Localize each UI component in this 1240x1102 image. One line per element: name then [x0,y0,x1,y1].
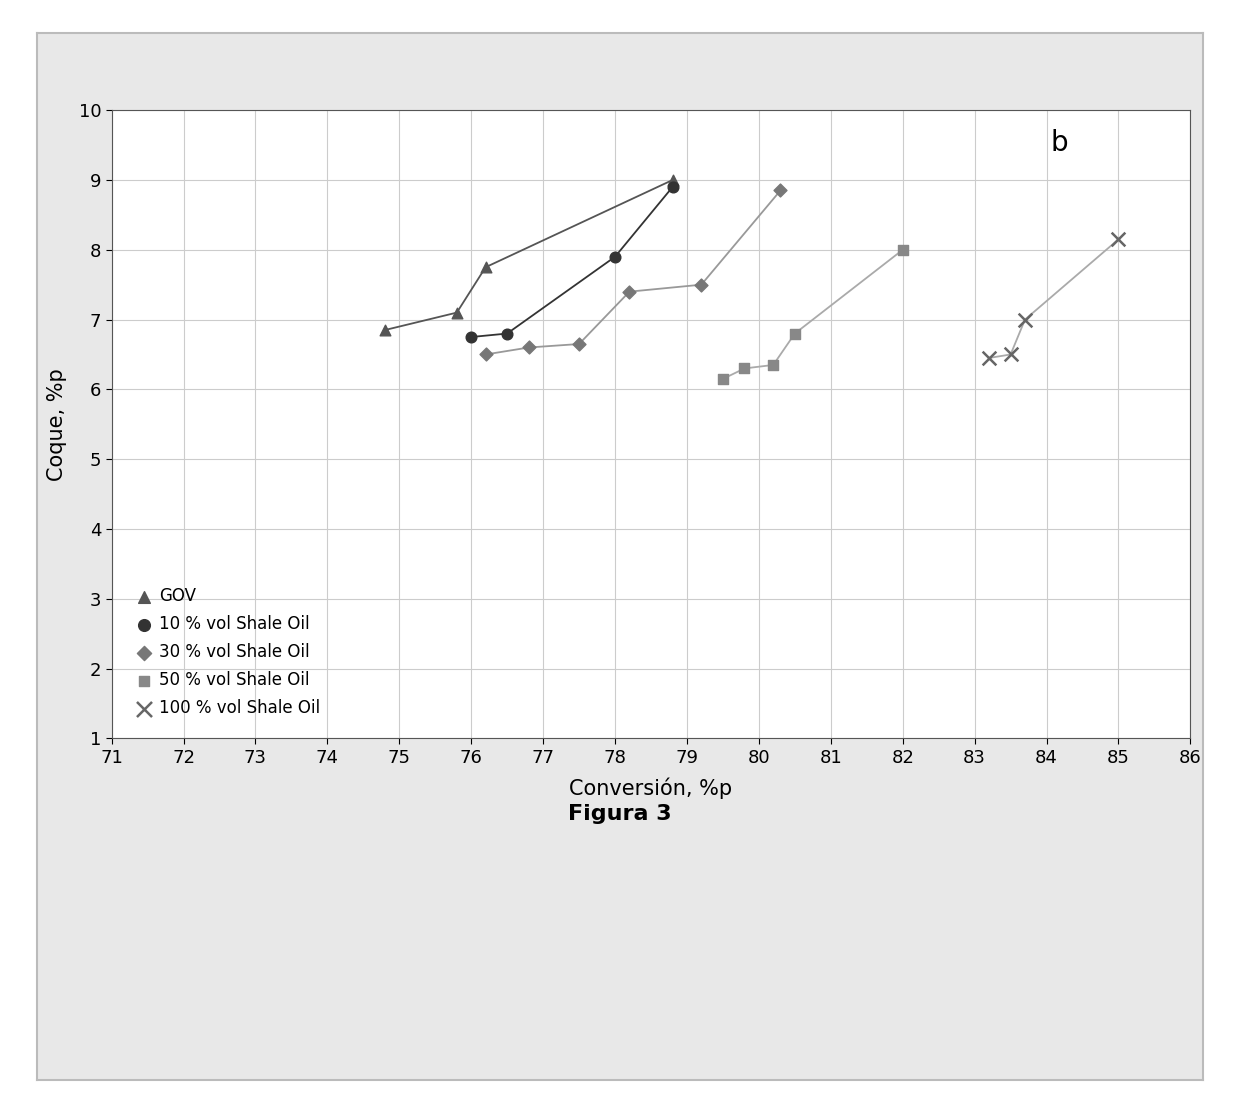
30 % vol Shale Oil [518,338,538,356]
50 % vol Shale Oil [893,241,913,259]
Text: Figura 3: Figura 3 [568,804,672,824]
30 % vol Shale Oil [620,283,640,301]
30 % vol Shale Oil [770,182,790,199]
30 % vol Shale Oil [569,335,589,353]
GOV [662,171,682,188]
X-axis label: Conversión, %p: Conversión, %p [569,778,733,799]
10 % vol Shale Oil [662,179,682,196]
10 % vol Shale Oil [461,328,481,346]
100 % vol Shale Oil [1001,346,1021,364]
Legend: GOV, 10 % vol Shale Oil, 30 % vol Shale Oil, 50 % vol Shale Oil, 100 % vol Shale: GOV, 10 % vol Shale Oil, 30 % vol Shale … [130,581,327,724]
GOV [476,259,496,277]
50 % vol Shale Oil [713,370,733,388]
100 % vol Shale Oil [980,349,999,367]
50 % vol Shale Oil [785,325,805,343]
50 % vol Shale Oil [764,356,784,374]
10 % vol Shale Oil [497,325,517,343]
Y-axis label: Coque, %p: Coque, %p [47,368,67,480]
GOV [446,304,466,322]
50 % vol Shale Oil [734,359,754,377]
30 % vol Shale Oil [692,276,712,293]
Text: b: b [1050,129,1068,158]
30 % vol Shale Oil [476,346,496,364]
100 % vol Shale Oil [1016,311,1035,328]
10 % vol Shale Oil [605,248,625,266]
GOV [374,322,394,339]
100 % vol Shale Oil [1109,230,1128,248]
